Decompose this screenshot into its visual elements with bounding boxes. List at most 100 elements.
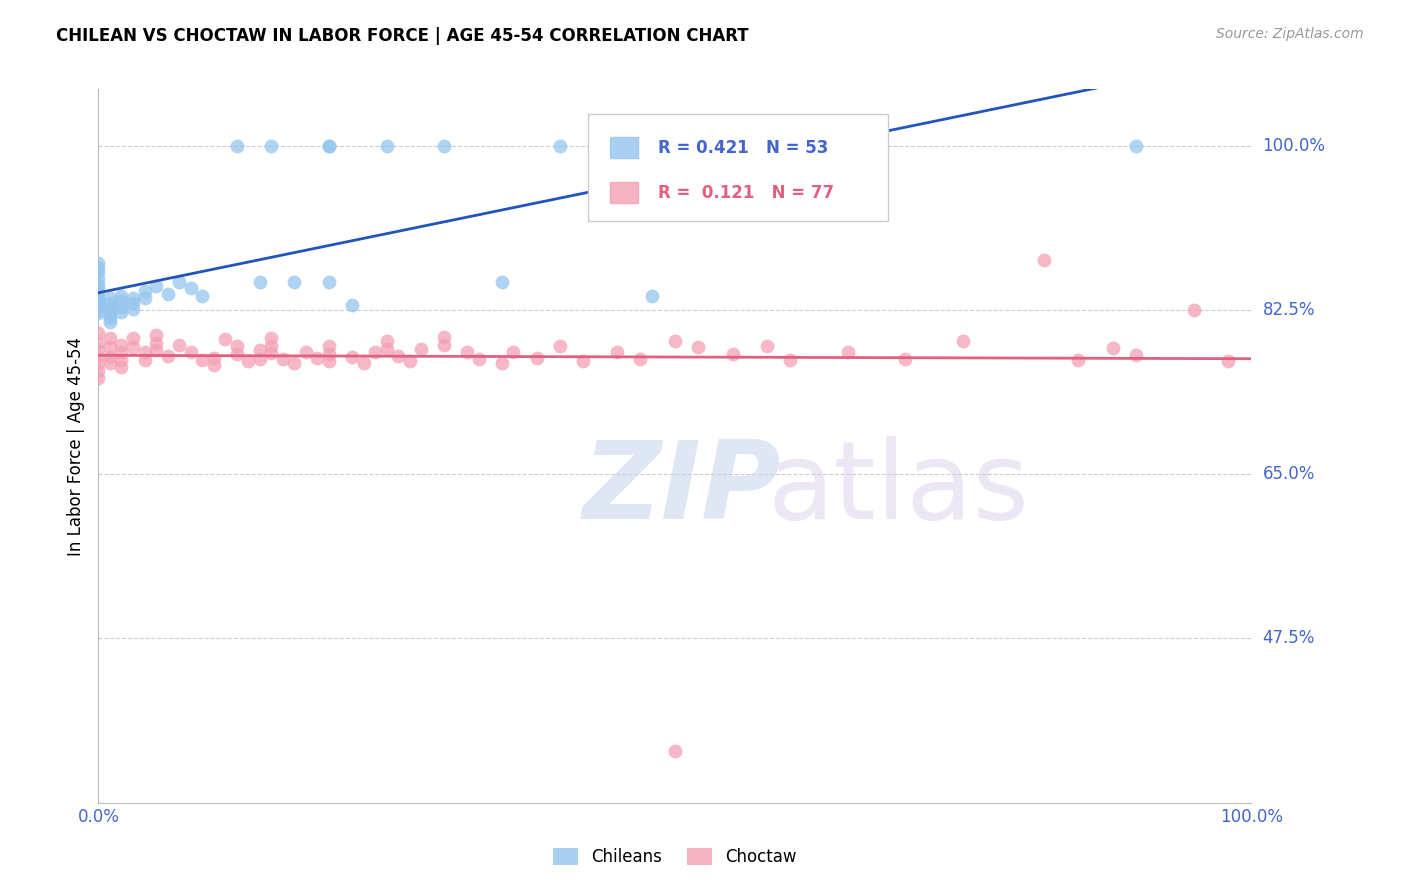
Point [87,343,110,358]
Point [491,275,513,289]
Point [87,282,110,296]
Point [641,289,664,303]
Point [433,330,456,344]
Point [606,138,628,153]
Point [1125,138,1147,153]
Point [98,291,121,305]
Point [225,347,247,361]
Point [721,138,744,153]
Point [779,352,801,367]
Point [156,286,179,301]
Point [260,331,283,345]
Point [110,337,132,351]
Text: R =  0.121   N = 77: R = 0.121 N = 77 [658,184,834,202]
Point [122,340,145,354]
Point [283,275,305,289]
Point [134,284,156,298]
Point [1182,302,1205,317]
Point [87,256,110,270]
Point [167,337,190,351]
Point [502,345,524,359]
Point [87,260,110,275]
Point [894,351,917,366]
Point [801,138,824,153]
Point [134,352,156,367]
Point [260,338,283,352]
Point [191,352,214,367]
Text: 100.0%: 100.0% [1263,136,1326,154]
Point [122,301,145,316]
Point [87,300,110,314]
Point [110,352,132,367]
FancyBboxPatch shape [610,182,638,203]
Point [1067,352,1090,367]
Point [202,351,225,365]
Point [110,300,132,314]
Point [87,371,110,385]
Point [110,294,132,309]
Legend: Chileans, Choctaw: Chileans, Choctaw [546,841,804,873]
Point [98,340,121,354]
Text: CHILEAN VS CHOCTAW IN LABOR FORCE | AGE 45-54 CORRELATION CHART: CHILEAN VS CHOCTAW IN LABOR FORCE | AGE … [56,27,749,45]
Point [456,345,478,359]
Point [686,340,709,354]
Point [122,296,145,310]
Point [87,293,110,308]
Point [122,291,145,305]
Point [433,337,456,351]
Point [387,349,409,363]
Point [721,347,744,361]
Point [1218,354,1240,368]
Point [87,364,110,378]
Point [87,306,110,320]
Point [491,356,513,370]
Point [87,350,110,364]
Point [283,356,305,370]
Text: atlas: atlas [768,436,1029,541]
Point [260,138,283,153]
Point [364,345,387,359]
Point [98,350,121,364]
Point [87,272,110,286]
Point [98,311,121,326]
Point [145,343,167,358]
Point [87,265,110,279]
Point [411,343,433,357]
Point [87,302,110,317]
Point [318,138,340,153]
Point [398,354,420,368]
Point [340,298,363,312]
Text: 82.5%: 82.5% [1263,301,1315,318]
Point [1102,342,1125,356]
Text: 65.0%: 65.0% [1263,465,1315,483]
Point [87,326,110,341]
Text: Source: ZipAtlas.com: Source: ZipAtlas.com [1216,27,1364,41]
Text: ZIP: ZIP [582,436,780,541]
Point [98,356,121,370]
Point [375,138,398,153]
Point [837,345,859,359]
Point [202,358,225,372]
Point [548,138,571,153]
Point [180,281,202,295]
Point [628,351,651,366]
Point [238,354,260,368]
Point [110,345,132,359]
Point [318,354,340,368]
Point [225,138,247,153]
Point [87,277,110,292]
Point [606,345,628,359]
Point [295,345,318,359]
Point [167,275,190,289]
Y-axis label: In Labor Force | Age 45-54: In Labor Force | Age 45-54 [67,336,86,556]
Point [87,291,110,305]
Point [548,339,571,353]
Point [145,328,167,343]
Point [98,308,121,322]
Point [134,291,156,305]
Point [145,335,167,350]
Point [156,349,179,363]
Point [318,138,340,153]
Point [87,298,110,312]
Point [225,339,247,353]
